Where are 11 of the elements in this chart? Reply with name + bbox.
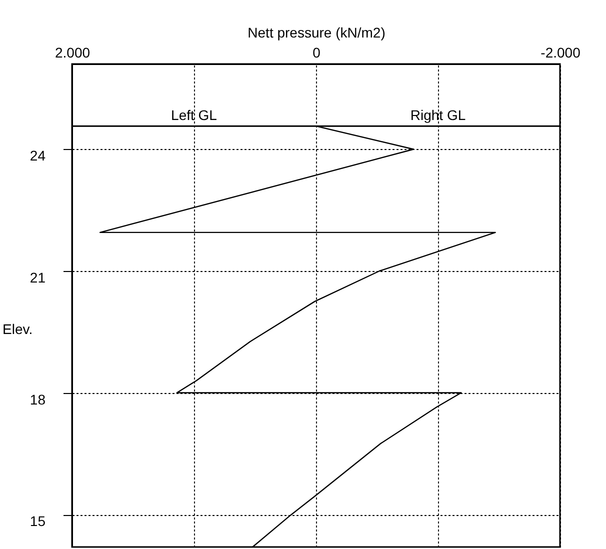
x-axis-title: Nett pressure (kN/m2) [248,24,386,40]
x-tick-label: 2.000 [54,44,90,60]
x-tick-label: 0 [312,44,321,60]
annotation: Left GL [171,107,218,124]
y-tick-label: 18 [30,391,46,408]
y-tick-label: 15 [30,513,46,530]
y-axis-title: Elev. [2,321,33,338]
x-tick-label: -2.000 [540,44,581,60]
annotation: Right GL [410,107,466,124]
y-tick-label: 24 [30,148,46,164]
y-tick-label: 21 [30,270,46,286]
